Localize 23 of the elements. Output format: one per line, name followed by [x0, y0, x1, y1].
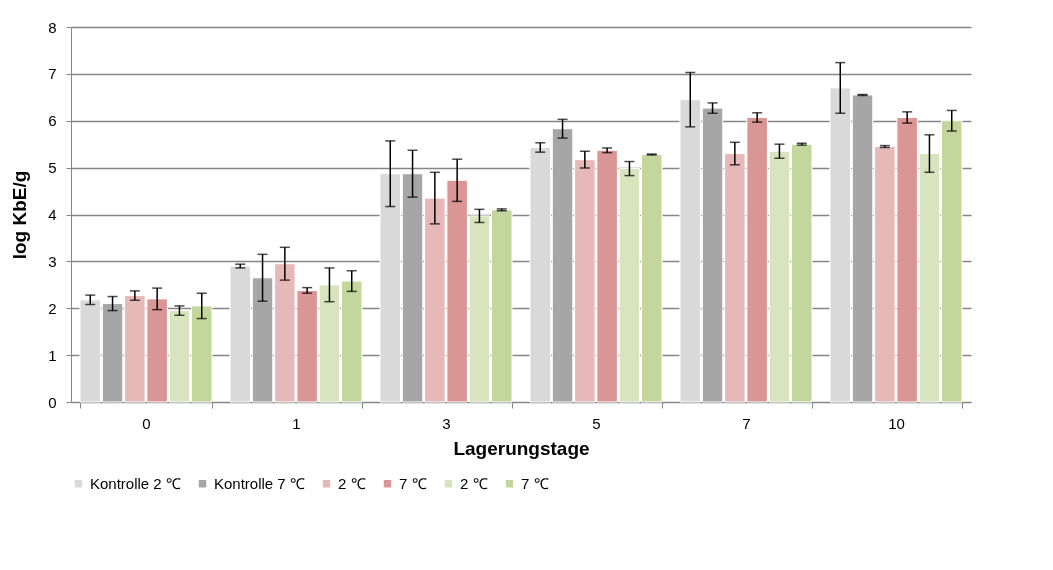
- x-tick-label: 1: [292, 414, 301, 432]
- legend-label: 7 ℃: [399, 474, 427, 492]
- x-tick-label: 3: [442, 414, 451, 432]
- y-tick-label: 5: [48, 159, 57, 177]
- legend-label: 2 ℃: [460, 474, 488, 492]
- y-tick-label: 8: [48, 18, 57, 36]
- y-tick-label: 6: [48, 112, 57, 130]
- legend-label: Kontrolle 7 ℃: [214, 474, 305, 492]
- legend-label: 7 ℃: [521, 474, 549, 492]
- x-axis-title: Lagerungstage: [453, 437, 590, 459]
- y-tick-label: 4: [48, 206, 57, 223]
- x-tick-label: 0: [142, 414, 151, 432]
- y-axis-title: log KbE/g: [9, 170, 31, 260]
- x-tick-label: 7: [742, 414, 751, 432]
- x-tick-label: 5: [592, 414, 601, 432]
- y-tick-label: 7: [48, 65, 57, 83]
- y-tick-label: 3: [48, 252, 57, 270]
- y-tick-label: 1: [48, 346, 57, 364]
- y-tick-label: 2: [48, 299, 57, 317]
- x-tick-label: 10: [888, 414, 905, 432]
- legend-label: Kontrolle 2 ℃: [90, 474, 181, 492]
- y-tick-label: 0: [48, 393, 57, 411]
- legend-label: 2 ℃: [338, 474, 366, 492]
